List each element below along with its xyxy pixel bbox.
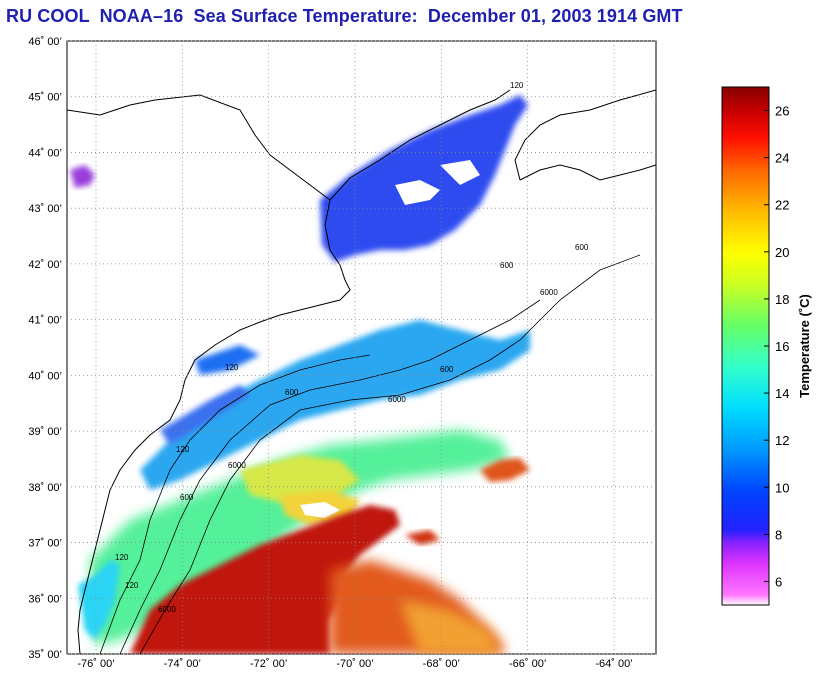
shelf-water-sst: [195, 345, 260, 375]
cloud-patch: [395, 180, 440, 205]
warm-eddy: [480, 458, 530, 482]
nearshore-sst: [78, 560, 120, 640]
map-title: RU COOL NOAA–16 Sea Surface Temperature:…: [6, 6, 683, 26]
coastline-nova-scotia: [519, 164, 656, 181]
colorbar-tick-label: 22: [775, 198, 789, 213]
latitude-tick-label: 39˚ 00’: [28, 426, 62, 438]
longitude-tick-label: -72˚ 00’: [250, 658, 287, 670]
longitude-tick-label: -64˚ 00’: [595, 658, 632, 670]
contour-6000: [139, 254, 641, 654]
longitude-tick-label: -66˚ 00’: [509, 658, 546, 670]
shelf-water-sst: [140, 320, 530, 490]
colorbar-tick-label: 8: [775, 527, 782, 542]
contour-label-120: 120: [125, 581, 139, 590]
colorbar-tick-label: 16: [775, 339, 789, 354]
nearshore-sst: [70, 165, 95, 188]
colorbar-tick-label: 14: [775, 386, 789, 401]
contour-labels: 120 120 120 120 120 600 600 600 600 600 …: [115, 81, 589, 614]
latitude-tick-label: 42˚ 00’: [28, 259, 62, 271]
colorbar-tick-label: 10: [775, 480, 789, 495]
longitude-labels: -76˚ 00’ -74˚ 00’ -72˚ 00’ -70˚ 00’ -68˚ 00’…: [77, 658, 632, 670]
longitude-tick-label: -76˚ 00’: [77, 658, 114, 670]
longitude-tick-label: -74˚ 00’: [164, 658, 201, 670]
contour-label-120: 120: [225, 363, 239, 372]
contour-label-6000: 6000: [158, 605, 176, 614]
latitude-tick-label: 43˚ 00’: [28, 203, 62, 215]
longitude-tick-label: -68˚ 00’: [423, 658, 460, 670]
contour-label-600: 600: [575, 243, 589, 252]
latitude-tick-label: 46˚ 00’: [28, 36, 62, 48]
contour-label-6000: 6000: [540, 288, 558, 297]
contour-label-120: 120: [176, 445, 190, 454]
latitude-labels: 46˚ 00’ 45˚ 00’ 44˚ 00’ 43˚ 00’ 42˚ 00’ 41˚ 0…: [28, 36, 62, 661]
cloud-patch: [440, 160, 480, 185]
bathymetry-contours: [99, 254, 641, 654]
colorbar-tick-label: 12: [775, 433, 789, 448]
latitude-tick-label: 40˚ 00’: [28, 370, 62, 382]
latitude-tick-label: 36˚ 00’: [28, 593, 62, 605]
colorbar-tick-label: 18: [775, 292, 789, 307]
longitude-tick-label: -70˚ 00’: [336, 658, 373, 670]
sst-imagery: [70, 95, 530, 654]
colorbar-tick-label: 26: [775, 104, 789, 119]
contour-label-120: 120: [510, 81, 524, 90]
contour-label-6000: 6000: [388, 395, 406, 404]
contour-label-600: 600: [180, 493, 194, 502]
contour-label-6000: 6000: [228, 461, 246, 470]
contour-120: [99, 354, 371, 654]
contour-label-600: 600: [285, 388, 299, 397]
cloud-patch: [300, 502, 340, 518]
latitude-tick-label: 44˚ 00’: [28, 147, 62, 159]
coastline: [67, 89, 656, 654]
colorbar-tick-label: 24: [775, 151, 789, 166]
coastline-north: [67, 89, 511, 201]
latitude-tick-label: 41˚ 00’: [28, 315, 62, 327]
gulf-of-maine-sst: [320, 95, 528, 262]
colorbar-ticks: 6 8 10 12 14 16 18 20 22 24 26: [764, 104, 789, 589]
latitude-tick-label: 38˚ 00’: [28, 482, 62, 494]
latitude-tick-label: 35˚ 00’: [28, 649, 62, 661]
gulf-stream-sst: [130, 505, 400, 654]
coastline-bay-of-fundy: [514, 89, 656, 181]
gulf-stream-sst: [400, 600, 500, 654]
coastline-south: [77, 199, 351, 654]
colorbar-title: Temperature (˚C): [797, 294, 812, 398]
warm-eddy: [405, 530, 440, 545]
colorbar-tick-label: 6: [775, 574, 782, 589]
latitude-tick-label: 45˚ 00’: [28, 92, 62, 104]
latitude-tick-label: 37˚ 00’: [28, 538, 62, 550]
contour-label-600: 600: [500, 261, 514, 270]
contour-600: [119, 299, 541, 654]
colorbar: [721, 86, 770, 606]
contour-label-600: 600: [440, 365, 454, 374]
contour-label-120: 120: [115, 553, 129, 562]
colorbar-tick-label: 20: [775, 245, 789, 260]
